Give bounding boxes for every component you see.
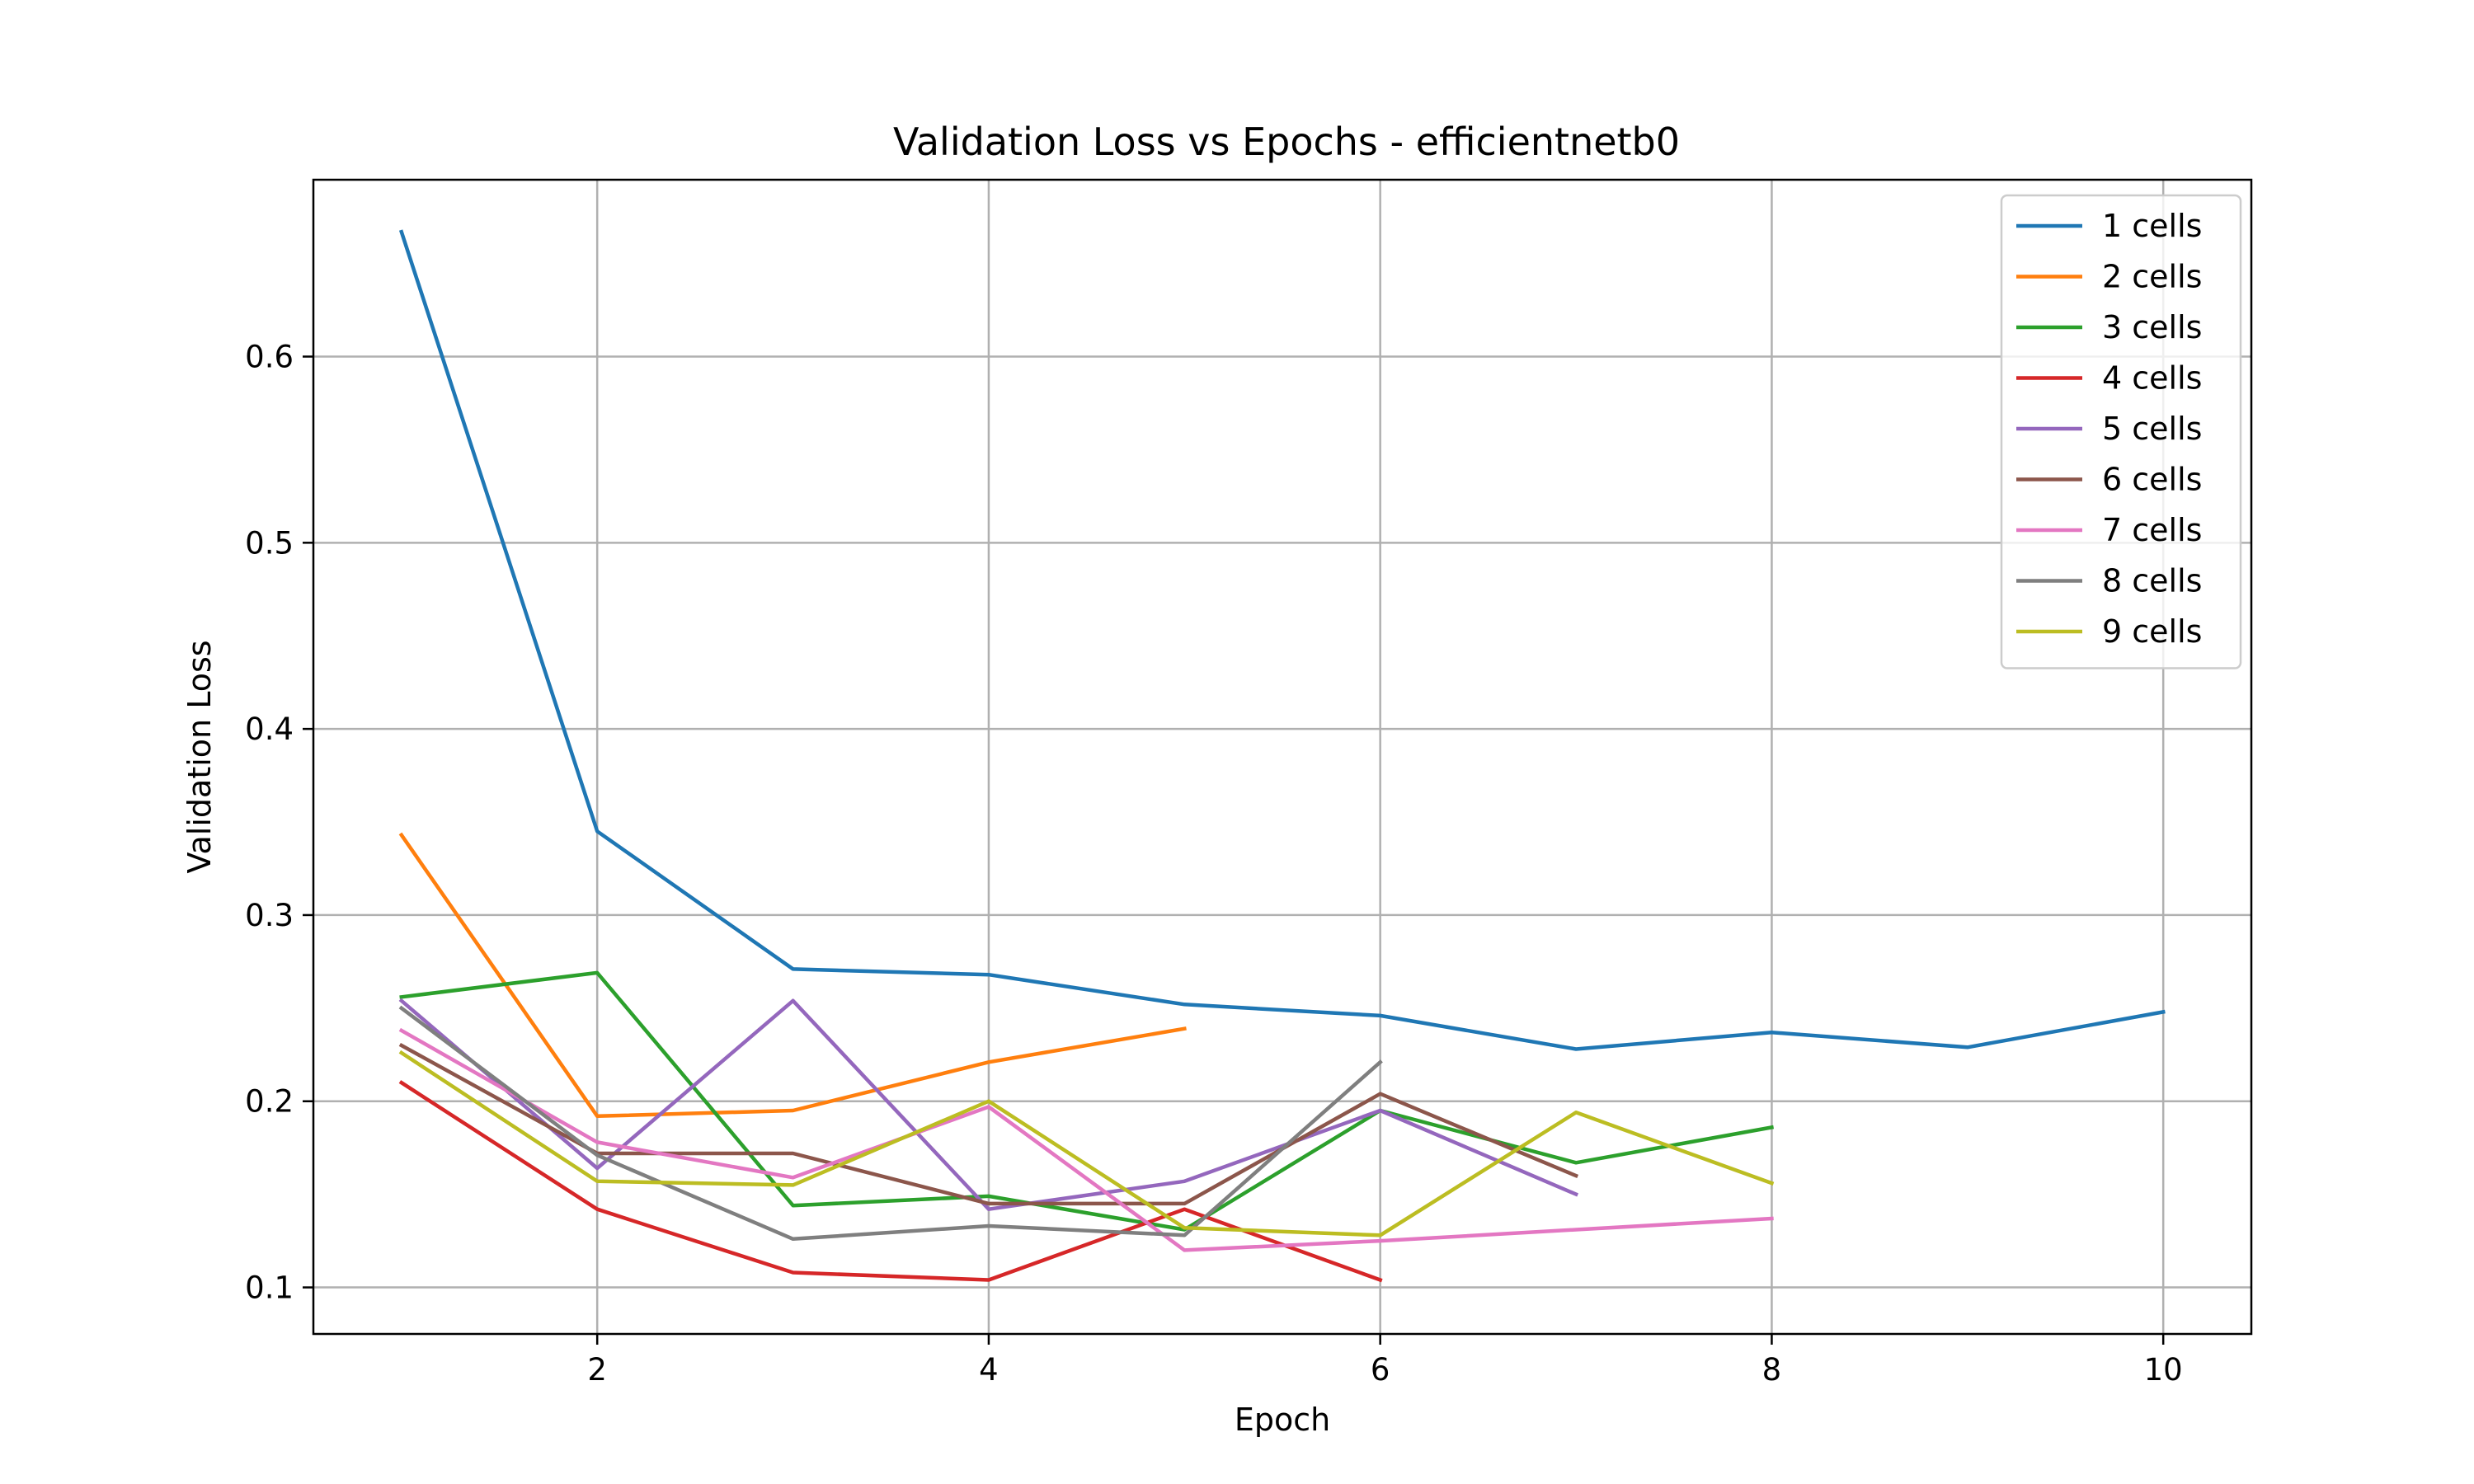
legend-label: 3 cells [2102, 309, 2202, 345]
legend-label: 8 cells [2102, 563, 2202, 599]
series-line-9 [398, 1050, 1775, 1237]
y-tick-label: 0.2 [245, 1084, 294, 1120]
series-line-4 [398, 1080, 1383, 1283]
series-line-5 [398, 998, 1579, 1211]
x-tick-label: 6 [1371, 1352, 1390, 1388]
legend-label: 2 cells [2102, 259, 2202, 295]
y-tick-label: 0.1 [245, 1270, 294, 1306]
series-line-8 [398, 1005, 1383, 1242]
legend-box [2000, 194, 2242, 669]
legend-label: 5 cells [2102, 411, 2202, 447]
series-line-3 [399, 970, 1775, 1232]
x-tick-label: 4 [979, 1352, 999, 1388]
legend-label: 6 cells [2102, 462, 2202, 498]
plot-frame [312, 178, 2253, 1336]
y-tick-label: 0.5 [245, 525, 294, 561]
y-tick-label: 0.6 [245, 340, 294, 375]
x-tick-label: 2 [587, 1352, 607, 1388]
grid [313, 180, 2251, 1334]
series-lines [398, 229, 2166, 1283]
chart-title: Validation Loss vs Epochs - efficientnet… [893, 120, 1680, 164]
x-tick-label: 10 [2144, 1352, 2183, 1388]
legend-label: 9 cells [2102, 613, 2202, 650]
y-tick-label: 0.4 [245, 711, 294, 747]
x-axis-label: Epoch [1235, 1402, 1330, 1438]
legend: 1 cells 2 cells 3 cells 4 cells 5 cells 6 cel… [2000, 194, 2242, 669]
series-line-2 [398, 832, 1187, 1119]
y-axis-label: Validation Loss [181, 640, 218, 873]
axis-ticks: 2 4 6 8 10 0.1 0.2 0.3 0.4 0.5 0.6 [245, 340, 2183, 1388]
y-tick-label: 0.3 [245, 898, 294, 933]
x-tick-label: 8 [1762, 1352, 1782, 1388]
series-line-1 [398, 229, 2166, 1051]
series-line-7 [398, 1027, 1774, 1252]
legend-label: 7 cells [2102, 512, 2202, 548]
legend-label: 4 cells [2102, 360, 2202, 397]
legend-label: 1 cells [2102, 208, 2202, 244]
